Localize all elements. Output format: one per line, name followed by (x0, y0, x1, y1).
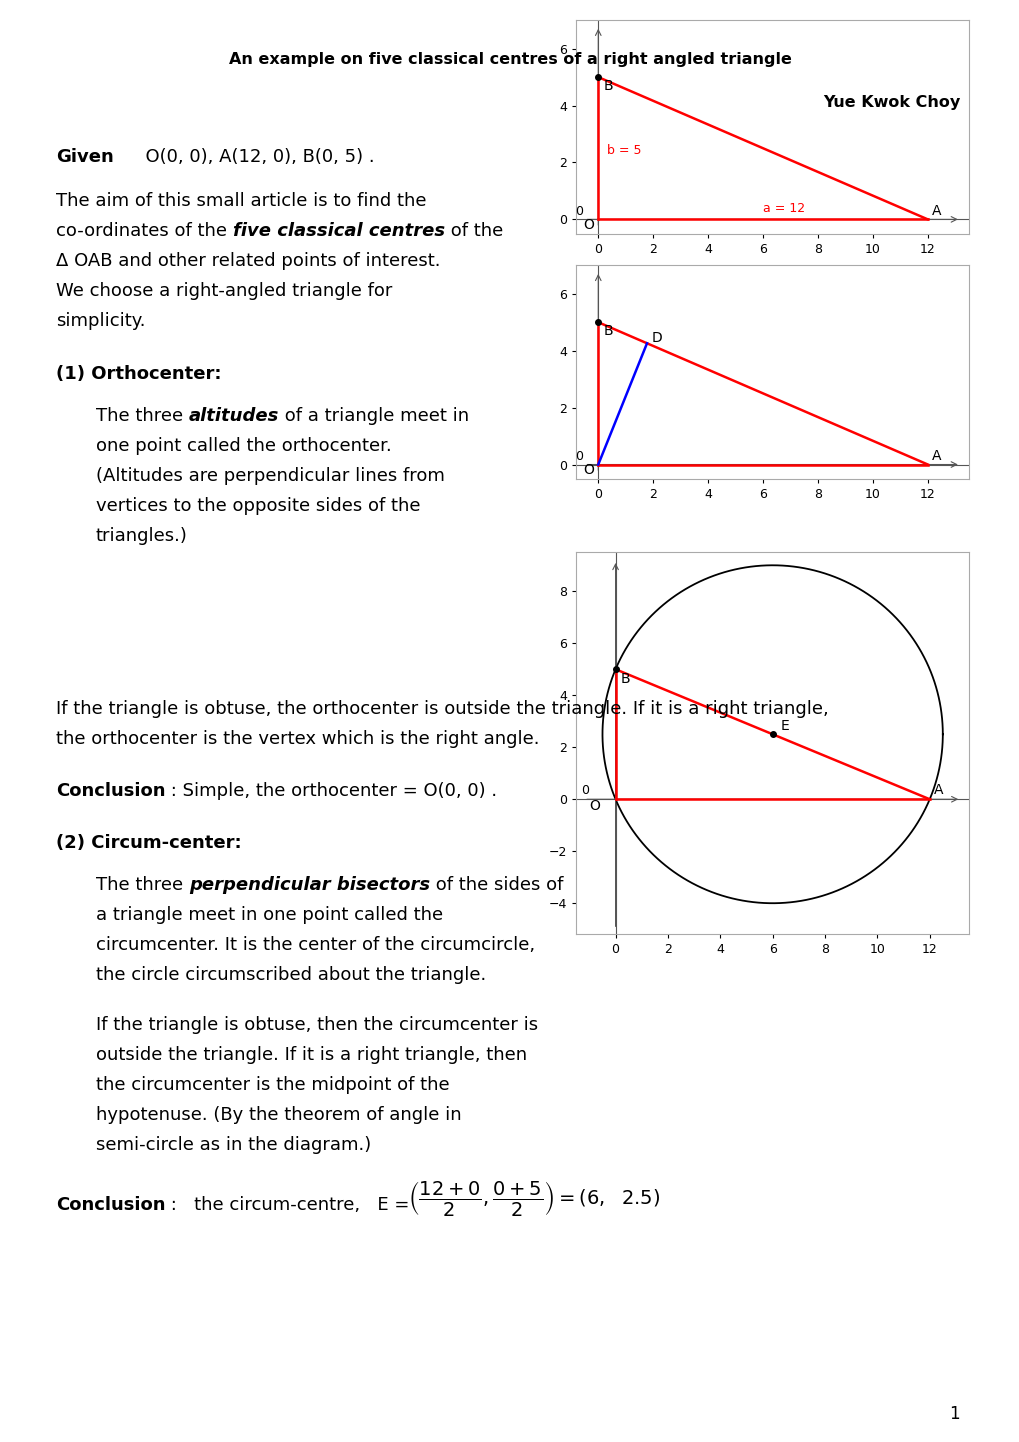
Text: five classical centres: five classical centres (232, 222, 444, 239)
Text: We choose a right-angled triangle for: We choose a right-angled triangle for (56, 283, 392, 300)
Text: Yue Kwok Choy: Yue Kwok Choy (822, 95, 959, 110)
Text: D: D (650, 330, 661, 345)
Text: : Simple, the orthocenter = O(0, 0) .: : Simple, the orthocenter = O(0, 0) . (165, 782, 497, 800)
Text: O: O (589, 799, 599, 813)
Text: If the triangle is obtuse, then the circumcenter is: If the triangle is obtuse, then the circ… (96, 1017, 538, 1034)
Text: simplicity.: simplicity. (56, 311, 146, 330)
Text: E: E (780, 720, 789, 734)
Text: $\left(\dfrac{12+0}{2},\dfrac{0+5}{2}\right) = (6,\ \ 2.5)$: $\left(\dfrac{12+0}{2},\dfrac{0+5}{2}\ri… (408, 1180, 659, 1218)
Text: A: A (931, 448, 941, 463)
Text: circumcenter. It is the center of the circumcircle,: circumcenter. It is the center of the ci… (96, 936, 535, 955)
Text: The three: The three (96, 875, 189, 894)
Text: B: B (603, 78, 612, 92)
Text: 1: 1 (949, 1405, 959, 1423)
Text: hypotenuse. (By the theorem of angle in: hypotenuse. (By the theorem of angle in (96, 1106, 462, 1123)
Text: one point called the orthocenter.: one point called the orthocenter. (96, 437, 391, 456)
Text: B: B (603, 323, 612, 337)
Text: O: O (583, 218, 593, 232)
Text: triangles.): triangles.) (96, 526, 187, 545)
Text: An example on five classical centres of a right angled triangle: An example on five classical centres of … (228, 52, 791, 66)
Text: semi-circle as in the diagram.): semi-circle as in the diagram.) (96, 1136, 371, 1154)
Text: perpendicular bisectors: perpendicular bisectors (189, 875, 430, 894)
Text: O: O (583, 463, 593, 477)
Text: a = 12: a = 12 (762, 202, 804, 215)
Text: B: B (621, 672, 630, 686)
Text: the orthocenter is the vertex which is the right angle.: the orthocenter is the vertex which is t… (56, 730, 539, 748)
Text: b = 5: b = 5 (606, 144, 640, 157)
Text: vertices to the opposite sides of the: vertices to the opposite sides of the (96, 497, 420, 515)
Text: :   the circum-centre,   E =: : the circum-centre, E = (165, 1195, 415, 1214)
Text: the circle circumscribed about the triangle.: the circle circumscribed about the trian… (96, 966, 486, 983)
Text: the circumcenter is the midpoint of the: the circumcenter is the midpoint of the (96, 1076, 449, 1094)
Text: a triangle meet in one point called the: a triangle meet in one point called the (96, 906, 442, 924)
Text: altitudes: altitudes (189, 407, 279, 425)
Text: Conclusion: Conclusion (56, 782, 165, 800)
Text: (Altitudes are perpendicular lines from: (Altitudes are perpendicular lines from (96, 467, 444, 485)
Text: outside the triangle. If it is a right triangle, then: outside the triangle. If it is a right t… (96, 1045, 527, 1064)
Text: (1) Orthocenter:: (1) Orthocenter: (56, 365, 221, 384)
Text: of a triangle meet in: of a triangle meet in (279, 407, 469, 425)
Text: If the triangle is obtuse, the orthocenter is outside the triangle. If it is a r: If the triangle is obtuse, the orthocent… (56, 699, 828, 718)
Text: A: A (932, 783, 943, 796)
Text: (2) Circum-center:: (2) Circum-center: (56, 833, 242, 852)
Text: Δ OAB and other related points of interest.: Δ OAB and other related points of intere… (56, 252, 440, 270)
Text: co-ordinates of the: co-ordinates of the (56, 222, 232, 239)
Text: O(0, 0), A(12, 0), B(0, 5) .: O(0, 0), A(12, 0), B(0, 5) . (133, 149, 374, 166)
Text: of the: of the (444, 222, 502, 239)
Text: of the sides of: of the sides of (430, 875, 562, 894)
Text: Conclusion: Conclusion (56, 1195, 165, 1214)
Text: 0: 0 (581, 783, 589, 796)
Text: 0: 0 (575, 205, 583, 218)
Text: The aim of this small article is to find the: The aim of this small article is to find… (56, 192, 426, 211)
Text: 0: 0 (575, 450, 583, 463)
Text: A: A (931, 203, 941, 218)
Text: Given: Given (56, 149, 114, 166)
Text: The three: The three (96, 407, 189, 425)
